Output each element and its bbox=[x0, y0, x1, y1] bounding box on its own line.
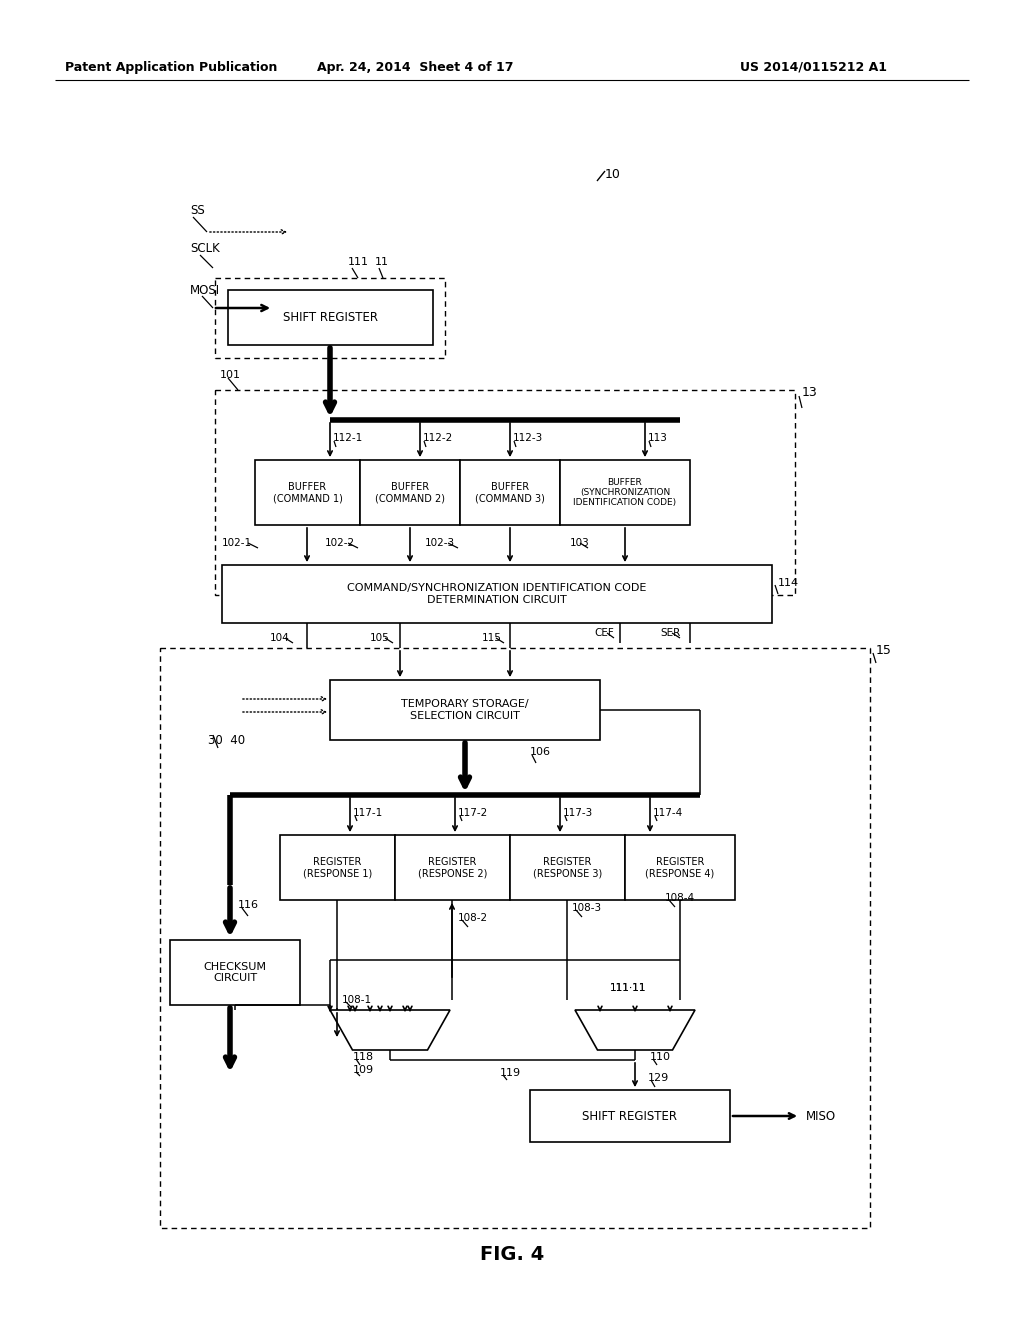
Text: 109: 109 bbox=[353, 1065, 374, 1074]
Text: BUFFER
(COMMAND 1): BUFFER (COMMAND 1) bbox=[272, 482, 342, 503]
Text: 111: 111 bbox=[348, 257, 369, 267]
Text: SHIFT REGISTER: SHIFT REGISTER bbox=[583, 1110, 678, 1122]
Bar bbox=[530, 1090, 730, 1142]
Text: 102-1: 102-1 bbox=[222, 539, 252, 548]
Text: REGISTER
(RESPONSE 1): REGISTER (RESPONSE 1) bbox=[303, 857, 372, 878]
Bar bbox=[625, 836, 735, 900]
Text: US 2014/0115212 A1: US 2014/0115212 A1 bbox=[740, 61, 887, 74]
Text: 112-1: 112-1 bbox=[333, 433, 364, 444]
Text: BUFFER
(SYNCHRONIZATION
IDENTIFICATION CODE): BUFFER (SYNCHRONIZATION IDENTIFICATION C… bbox=[573, 478, 677, 507]
Text: 117-2: 117-2 bbox=[458, 808, 488, 818]
Bar bbox=[460, 459, 560, 525]
Text: 102-3: 102-3 bbox=[425, 539, 455, 548]
Bar bbox=[222, 565, 772, 623]
Text: 113: 113 bbox=[648, 433, 668, 444]
Text: 112-3: 112-3 bbox=[513, 433, 544, 444]
Text: 15: 15 bbox=[876, 644, 892, 656]
Text: Apr. 24, 2014  Sheet 4 of 17: Apr. 24, 2014 Sheet 4 of 17 bbox=[316, 61, 513, 74]
Text: 116: 116 bbox=[238, 900, 259, 909]
Bar bbox=[215, 279, 445, 358]
Text: 119: 119 bbox=[500, 1068, 521, 1078]
Text: Patent Application Publication: Patent Application Publication bbox=[65, 61, 278, 74]
Text: 103: 103 bbox=[570, 539, 590, 548]
Text: 111⋅11: 111⋅11 bbox=[610, 983, 646, 993]
Polygon shape bbox=[575, 1010, 695, 1049]
Text: 104: 104 bbox=[270, 634, 290, 643]
Text: 117-3: 117-3 bbox=[563, 808, 593, 818]
Bar bbox=[228, 290, 433, 345]
Text: 108-4: 108-4 bbox=[665, 894, 695, 903]
Bar bbox=[560, 459, 690, 525]
Text: 108-2: 108-2 bbox=[458, 913, 488, 923]
Text: FIG. 4: FIG. 4 bbox=[480, 1246, 544, 1265]
Polygon shape bbox=[330, 1010, 450, 1049]
Bar bbox=[510, 836, 625, 900]
Text: 117-1: 117-1 bbox=[353, 808, 383, 818]
Text: SER: SER bbox=[660, 628, 680, 638]
Bar bbox=[170, 940, 300, 1005]
Text: 101: 101 bbox=[220, 370, 241, 380]
Text: 118: 118 bbox=[353, 1052, 374, 1063]
Text: 13: 13 bbox=[802, 387, 818, 400]
Text: TEMPORARY STORAGE/
SELECTION CIRCUIT: TEMPORARY STORAGE/ SELECTION CIRCUIT bbox=[401, 700, 528, 721]
Bar bbox=[255, 459, 360, 525]
Bar bbox=[280, 836, 395, 900]
Text: 11: 11 bbox=[375, 257, 389, 267]
Text: CEF: CEF bbox=[594, 628, 613, 638]
Bar bbox=[360, 459, 460, 525]
Text: SS: SS bbox=[190, 203, 205, 216]
Text: SHIFT REGISTER: SHIFT REGISTER bbox=[283, 312, 378, 323]
Text: COMMAND/SYNCHRONIZATION IDENTIFICATION CODE
DETERMINATION CIRCUIT: COMMAND/SYNCHRONIZATION IDENTIFICATION C… bbox=[347, 583, 647, 605]
Text: 111·11: 111·11 bbox=[610, 983, 646, 993]
Bar bbox=[160, 648, 870, 1228]
Text: MOSI: MOSI bbox=[190, 284, 220, 297]
Bar bbox=[215, 389, 795, 595]
Text: REGISTER
(RESPONSE 2): REGISTER (RESPONSE 2) bbox=[418, 857, 487, 878]
Text: 114: 114 bbox=[778, 578, 799, 587]
Text: 108-1: 108-1 bbox=[342, 995, 372, 1005]
Text: 115: 115 bbox=[482, 634, 502, 643]
Text: 10: 10 bbox=[605, 169, 621, 181]
Text: 106: 106 bbox=[530, 747, 551, 756]
Text: MISO: MISO bbox=[806, 1110, 837, 1122]
Text: 30  40: 30 40 bbox=[208, 734, 245, 747]
Text: 110: 110 bbox=[650, 1052, 671, 1063]
Text: 112-2: 112-2 bbox=[423, 433, 454, 444]
Text: SCLK: SCLK bbox=[190, 242, 220, 255]
Text: 129: 129 bbox=[648, 1073, 670, 1082]
Bar bbox=[395, 836, 510, 900]
Text: REGISTER
(RESPONSE 4): REGISTER (RESPONSE 4) bbox=[645, 857, 715, 878]
Text: CHECKSUM
CIRCUIT: CHECKSUM CIRCUIT bbox=[204, 962, 266, 983]
Text: 105: 105 bbox=[370, 634, 390, 643]
Text: 117-4: 117-4 bbox=[653, 808, 683, 818]
Text: REGISTER
(RESPONSE 3): REGISTER (RESPONSE 3) bbox=[532, 857, 602, 878]
Text: BUFFER
(COMMAND 3): BUFFER (COMMAND 3) bbox=[475, 482, 545, 503]
Text: 102-2: 102-2 bbox=[325, 539, 355, 548]
Text: BUFFER
(COMMAND 2): BUFFER (COMMAND 2) bbox=[375, 482, 445, 503]
Text: 108-3: 108-3 bbox=[572, 903, 602, 913]
Bar bbox=[330, 680, 600, 741]
